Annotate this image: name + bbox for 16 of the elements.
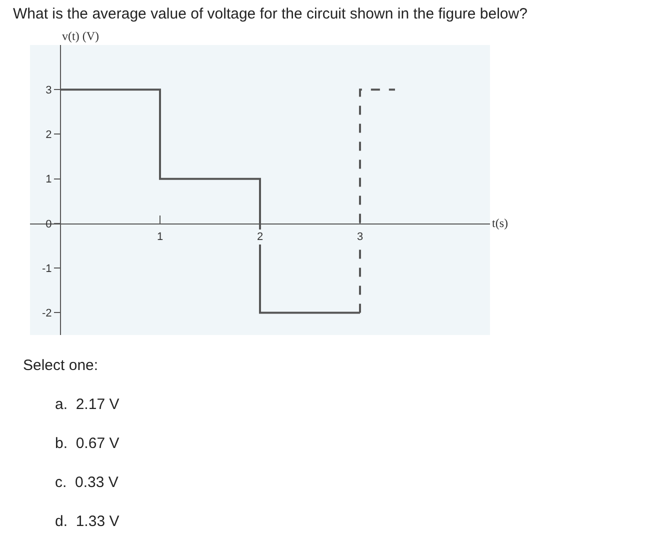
x-tick-label: 3 (357, 231, 364, 243)
text: a. 2.17 V (55, 396, 120, 413)
x-tick-label: 2 (257, 231, 264, 243)
y-tick-label: -1 (42, 262, 52, 275)
text: d. 1.33 V (55, 513, 120, 530)
text: Select one: (23, 357, 98, 374)
y-tick-label: 2 (46, 129, 52, 142)
x-axis-title: t(s) (492, 216, 508, 230)
y-axis-title: v(t) (V) (62, 29, 99, 43)
text: c. 0.33 V (55, 474, 118, 491)
x-tick-label: 1 (157, 231, 164, 243)
y-tick-label: 3 (46, 84, 52, 96)
chart-title: What is the average value of voltage for the circuit shown in the figure below? (13, 6, 528, 23)
y-tick-label: -2 (42, 308, 52, 320)
text: b. 0.67 V (55, 435, 120, 452)
y-tick-label: 1 (46, 174, 52, 186)
